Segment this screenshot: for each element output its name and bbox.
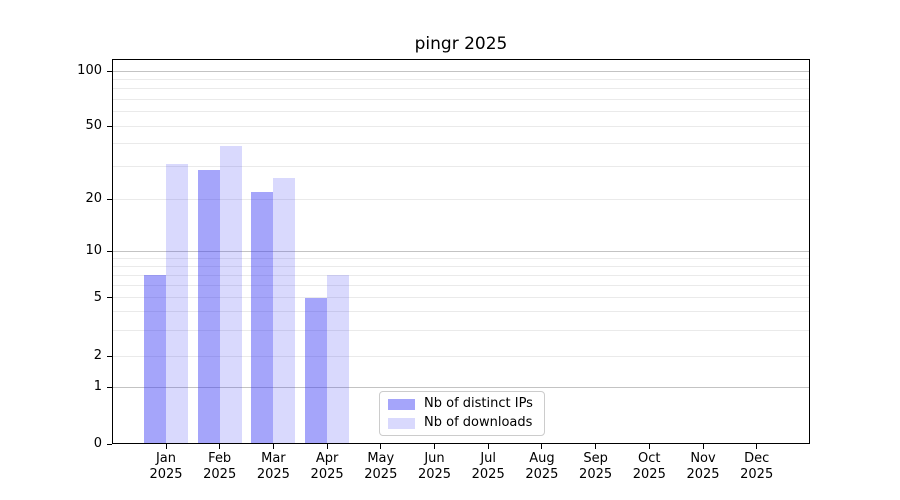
x-tick-label-nov: Nov 2025 (686, 451, 720, 482)
x-tick-mark (165, 444, 167, 449)
gridline-20 (113, 198, 809, 200)
y-tick-mark (107, 70, 112, 72)
y-tick-label: 100 (77, 63, 102, 78)
x-tick-mark (595, 444, 597, 449)
y-tick-mark (107, 125, 112, 127)
gridline-30 (113, 166, 809, 168)
bar-jan-distinct-ips (144, 275, 166, 444)
y-tick-mark (107, 355, 112, 357)
gridline-50 (113, 125, 809, 127)
legend: Nb of distinct IPs Nb of downloads (379, 391, 545, 436)
gridline-40 (113, 143, 809, 145)
x-tick-mark (487, 444, 489, 449)
x-tick-label-feb: Feb 2025 (203, 451, 237, 482)
y-tick-mark (107, 297, 112, 299)
y-tick-mark (107, 250, 112, 252)
y-tick-label: 0 (93, 436, 102, 451)
chart-title: pingr 2025 (414, 34, 508, 54)
gridline-70 (113, 98, 809, 100)
gridline-1 (113, 386, 809, 388)
x-tick-label-mar: Mar 2025 (256, 451, 290, 482)
gridline-10 (113, 250, 809, 252)
gridline-4 (113, 311, 809, 313)
gridline-9 (113, 257, 809, 259)
x-tick-label-apr: Apr 2025 (310, 451, 344, 482)
x-tick-mark (380, 444, 382, 449)
legend-label: Nb of distinct IPs (424, 396, 533, 411)
bar-jan-downloads (166, 164, 188, 444)
y-tick-mark (107, 443, 112, 445)
bar-apr-distinct-ips (305, 297, 328, 444)
legend-row: Nb of downloads (388, 415, 536, 431)
x-tick-label-oct: Oct 2025 (632, 451, 666, 482)
x-tick-label-may: May 2025 (364, 451, 398, 482)
y-tick-label: 10 (85, 243, 102, 258)
gridline-6 (113, 284, 809, 286)
plot-area-border (112, 59, 810, 444)
x-tick-label-jul: Jul 2025 (471, 451, 505, 482)
y-tick-label: 5 (93, 289, 102, 305)
gridline-90 (113, 78, 809, 80)
gridline-3 (113, 329, 809, 331)
y-tick-label: 50 (85, 118, 102, 133)
x-tick-label-jun: Jun 2025 (417, 451, 452, 482)
bar-mar-downloads (273, 178, 296, 444)
x-tick-mark (541, 444, 543, 449)
x-tick-mark (219, 444, 221, 449)
x-tick-mark (756, 444, 758, 449)
legend-swatch-downloads (388, 417, 415, 429)
y-tick-mark (107, 198, 112, 200)
legend-row: Nb of distinct IPs (388, 396, 536, 412)
y-tick-label: 20 (85, 191, 102, 207)
gridline-2 (113, 355, 809, 357)
x-tick-mark (648, 444, 650, 449)
y-tick-label: 2 (93, 348, 102, 363)
x-tick-mark (702, 444, 704, 449)
x-tick-mark (272, 444, 274, 449)
bar-mar-distinct-ips (251, 191, 274, 444)
gridline-60 (113, 111, 809, 112)
x-tick-mark (326, 444, 328, 449)
x-tick-label-aug: Aug 2025 (525, 451, 559, 482)
x-tick-label-jan: Jan 2025 (149, 451, 183, 482)
bar-feb-downloads (219, 145, 242, 444)
x-tick-mark (434, 444, 435, 449)
gridline-8 (113, 265, 809, 267)
gridline-7 (113, 274, 809, 276)
bar-feb-distinct-ips (197, 169, 220, 444)
x-tick-label-dec: Dec 2025 (740, 451, 774, 482)
gridline-100 (113, 70, 809, 72)
y-tick-label: 1 (93, 379, 102, 394)
gridline-5 (113, 297, 809, 299)
y-tick-mark (107, 386, 112, 388)
legend-swatch-distinct-ips (388, 398, 415, 410)
legend-label: Nb of downloads (424, 415, 533, 430)
x-tick-label-sep: Sep 2025 (579, 451, 613, 482)
gridline-80 (113, 88, 809, 90)
bar-apr-downloads (327, 275, 350, 444)
